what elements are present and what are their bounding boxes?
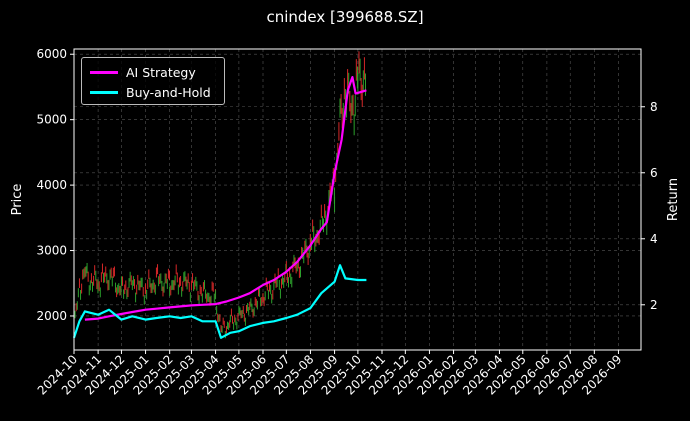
y-tick-label: 5000 [36,113,67,127]
legend-item-buy-and-hold: Buy-and-Hold [90,83,211,101]
legend-swatch-buy-and-hold [90,90,118,94]
chart-title: cnindex [399688.SZ] [266,8,424,26]
legend-label-ai-strategy: AI Strategy [126,64,196,80]
plot-frame [73,48,642,351]
y2-axis-label: Return [666,178,681,221]
y2-tick-label: 6 [650,166,658,180]
y2-tick-label: 8 [650,100,658,114]
y-tick-label: 3000 [36,244,67,258]
legend: AI Strategy Buy-and-Hold [81,57,225,105]
y-tick-label: 2000 [36,309,67,323]
series-line-ai-strategy [84,76,367,321]
y-tick-label: 6000 [36,47,67,61]
legend-label-buy-and-hold: Buy-and-Hold [126,84,211,100]
legend-swatch-ai-strategy [90,70,118,74]
y2-tick-label: 2 [650,298,658,312]
series-line-buy-and-hold [72,264,367,339]
y-axis-label: Price [10,184,25,216]
y-tick-label: 4000 [36,178,67,192]
y2-tick-label: 4 [650,232,658,246]
legend-item-ai-strategy: AI Strategy [90,63,196,81]
